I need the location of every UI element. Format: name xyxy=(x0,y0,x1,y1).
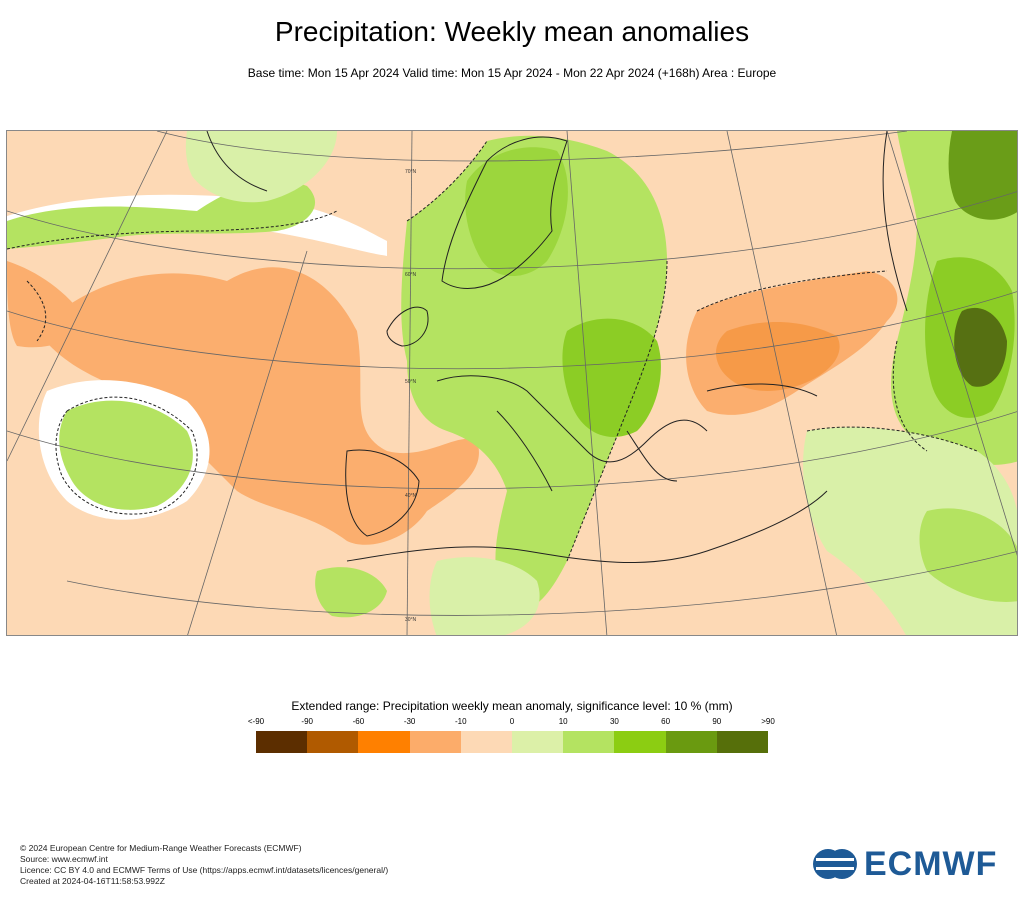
legend-swatch xyxy=(409,731,461,753)
map-svg: 70°N 60°N 50°N 40°N 30°N xyxy=(7,131,1017,635)
lat-label-70: 70°N xyxy=(405,169,417,175)
legend-tick-label: -30 xyxy=(403,717,416,726)
legend-swatch xyxy=(256,731,308,753)
legend-ticks: <-90 -90 -60 -30 -10 0 10 30 60 90 >90 xyxy=(248,717,775,729)
wet-region-azores xyxy=(59,400,193,510)
dry-region-turkey xyxy=(715,321,840,391)
footer-copyright: © 2024 European Centre for Medium-Range … xyxy=(20,843,302,853)
footer: © 2024 European Centre for Medium-Range … xyxy=(20,843,388,887)
footer-licence: Licence: CC BY 4.0 and ECMWF Terms of Us… xyxy=(20,865,389,875)
coastlines xyxy=(206,131,908,564)
ecmwf-logo-text: ECMWF xyxy=(864,844,998,883)
lat-label-60: 60°N xyxy=(405,272,417,278)
lat-label-50: 50°N xyxy=(405,379,417,385)
wet-region-balkans xyxy=(562,318,661,437)
wet-region-iceland-top xyxy=(185,131,337,203)
footer-created: Created at 2024-04-16T11:58:53.992Z xyxy=(20,876,165,886)
legend-swatch xyxy=(563,731,615,753)
legend-title: Extended range: Precipitation weekly mea… xyxy=(291,699,733,713)
legend-tick-label: 10 xyxy=(558,717,568,726)
legend-tick-label: 60 xyxy=(661,717,671,726)
legend-swatch xyxy=(512,731,564,753)
legend-swatch xyxy=(307,731,359,753)
legend-swatch xyxy=(614,731,666,753)
wet-region-morocco xyxy=(315,567,387,618)
lat-label-40: 40°N xyxy=(405,493,417,499)
legend-tick-label: 90 xyxy=(712,717,722,726)
lat-label-30: 30°N xyxy=(405,617,417,623)
legend-colorbar xyxy=(256,731,769,753)
dry-region-iberia xyxy=(333,456,420,533)
legend-tick-label: -10 xyxy=(455,717,467,726)
wet-region-east-core xyxy=(954,307,1007,387)
legend-tick-label: -90 xyxy=(301,717,313,726)
legend-tick-label: >90 xyxy=(761,717,775,726)
ecmwf-logo: ECMWF xyxy=(812,844,1012,883)
footer-source: Source: www.ecmwf.int xyxy=(20,854,108,864)
legend-swatch xyxy=(665,731,717,753)
ecmwf-logo-icon xyxy=(813,849,857,879)
legend-tick-label: 0 xyxy=(509,717,515,726)
dry-region-west xyxy=(7,261,87,348)
wet-region-east-top xyxy=(948,131,1017,220)
wet-region-central-europe xyxy=(401,135,667,609)
legend-swatch xyxy=(358,731,410,753)
chart-title: Precipitation: Weekly mean anomalies xyxy=(274,16,750,47)
wet-region-southeast-inner xyxy=(919,508,1017,602)
lat-labels: 70°N 60°N 50°N 40°N 30°N xyxy=(405,169,417,623)
legend-swatch xyxy=(716,731,769,753)
anomaly-map: 70°N 60°N 50°N 40°N 30°N xyxy=(6,130,1018,636)
legend-swatch xyxy=(460,731,513,753)
chart-subtitle: Base time: Mon 15 Apr 2024 Valid time: M… xyxy=(247,66,777,80)
significance-contours xyxy=(7,140,978,562)
graticule xyxy=(7,131,1017,635)
legend-tick-label: 30 xyxy=(609,717,619,726)
legend-tick-label: <-90 xyxy=(247,717,265,726)
legend-tick-label: -60 xyxy=(352,717,365,726)
